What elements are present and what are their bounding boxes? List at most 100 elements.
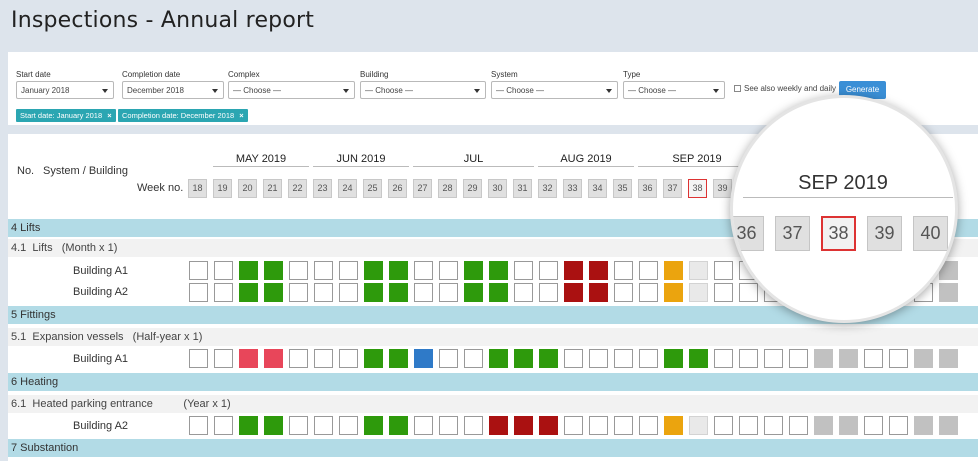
week-number[interactable]: 27 [413,179,432,198]
inspection-cell[interactable] [614,261,633,280]
type-select[interactable]: — Choose — [623,81,725,99]
inspection-cell[interactable] [239,416,258,435]
inspection-cell[interactable] [889,349,908,368]
inspection-cell[interactable] [414,283,433,302]
week-number[interactable]: 33 [563,179,582,198]
inspection-cell[interactable] [439,416,458,435]
inspection-cell[interactable] [464,349,483,368]
week-number[interactable]: 19 [213,179,232,198]
inspection-cell[interactable] [464,416,483,435]
week-number[interactable]: 35 [613,179,632,198]
inspection-cell[interactable] [639,261,658,280]
week-number[interactable]: 31 [513,179,532,198]
inspection-cell[interactable] [589,283,608,302]
inspection-cell[interactable] [764,349,783,368]
inspection-cell[interactable] [189,416,208,435]
inspection-cell[interactable] [239,349,258,368]
inspection-cell[interactable] [639,283,658,302]
inspection-cell[interactable] [939,283,958,302]
week-number[interactable]: 39 [713,179,732,198]
inspection-cell[interactable] [314,261,333,280]
inspection-cell[interactable] [214,261,233,280]
inspection-cell[interactable] [689,261,708,280]
inspection-cell[interactable] [514,349,533,368]
inspection-cell[interactable] [339,349,358,368]
inspection-cell[interactable] [489,283,508,302]
inspection-cell[interactable] [664,349,683,368]
inspection-cell[interactable] [914,349,933,368]
section-heating[interactable]: 6 Heating [8,373,978,391]
inspection-cell[interactable] [589,416,608,435]
inspection-cell[interactable] [939,416,958,435]
inspection-cell[interactable] [764,416,783,435]
subsection-heated-parking[interactable]: 6.1 Heated parking entrance (Year x 1) [8,395,978,413]
inspection-cell[interactable] [789,349,808,368]
remove-start-date-filter-icon[interactable]: × [107,111,112,120]
inspection-cell[interactable] [289,416,308,435]
week-number[interactable]: 18 [188,179,207,198]
inspection-cell[interactable] [239,283,258,302]
inspection-cell[interactable] [489,261,508,280]
inspection-cell[interactable] [189,283,208,302]
week-number[interactable]: 30 [488,179,507,198]
week-number[interactable]: 23 [313,179,332,198]
inspection-cell[interactable] [914,416,933,435]
inspection-cell[interactable] [689,283,708,302]
inspection-cell[interactable] [839,416,858,435]
week-number[interactable]: 24 [338,179,357,198]
inspection-cell[interactable] [714,261,733,280]
weekly-daily-toggle[interactable]: See also weekly and daily [734,84,836,93]
inspection-cell[interactable] [314,283,333,302]
inspection-cell[interactable] [314,416,333,435]
week-number[interactable]: 26 [388,179,407,198]
inspection-cell[interactable] [889,416,908,435]
week-number[interactable]: 29 [463,179,482,198]
inspection-cell[interactable] [564,283,583,302]
start-date-select[interactable]: January 2018 [16,81,114,99]
inspection-cell[interactable] [539,416,558,435]
section-substantion[interactable]: 7 Substantion [8,439,978,457]
inspection-cell[interactable] [439,283,458,302]
section-fittings[interactable]: 5 Fittings [8,306,978,324]
remove-completion-date-filter-icon[interactable]: × [239,111,244,120]
subsection-expansion-vessels[interactable]: 5.1 Expansion vessels (Half-year x 1) [8,328,978,346]
inspection-cell[interactable] [639,349,658,368]
inspection-cell[interactable] [839,349,858,368]
inspection-cell[interactable] [264,261,283,280]
inspection-cell[interactable] [314,349,333,368]
inspection-cell[interactable] [389,416,408,435]
inspection-cell[interactable] [714,349,733,368]
inspection-cell[interactable] [589,261,608,280]
inspection-cell[interactable] [814,349,833,368]
inspection-cell[interactable] [564,416,583,435]
week-number-current[interactable]: 38 [688,179,707,198]
inspection-cell[interactable] [539,283,558,302]
inspection-cell[interactable] [864,349,883,368]
inspection-cell[interactable] [514,416,533,435]
inspection-cell[interactable] [389,283,408,302]
week-number[interactable]: 37 [663,179,682,198]
inspection-cell[interactable] [739,416,758,435]
inspection-cell[interactable] [289,283,308,302]
inspection-cell[interactable] [614,349,633,368]
inspection-cell[interactable] [214,349,233,368]
inspection-cell[interactable] [414,416,433,435]
week-number[interactable]: 28 [438,179,457,198]
week-number[interactable]: 32 [538,179,557,198]
inspection-cell[interactable] [214,283,233,302]
inspection-cell[interactable] [364,283,383,302]
inspection-cell[interactable] [464,261,483,280]
week-number[interactable]: 22 [288,179,307,198]
inspection-cell[interactable] [539,261,558,280]
inspection-cell[interactable] [439,261,458,280]
inspection-cell[interactable] [689,416,708,435]
inspection-cell[interactable] [939,349,958,368]
generate-button[interactable]: Generate [839,81,886,99]
inspection-cell[interactable] [864,416,883,435]
inspection-cell[interactable] [364,416,383,435]
inspection-cell[interactable] [264,349,283,368]
inspection-cell[interactable] [339,283,358,302]
inspection-cell[interactable] [564,261,583,280]
inspection-cell[interactable] [414,349,433,368]
inspection-cell[interactable] [489,416,508,435]
